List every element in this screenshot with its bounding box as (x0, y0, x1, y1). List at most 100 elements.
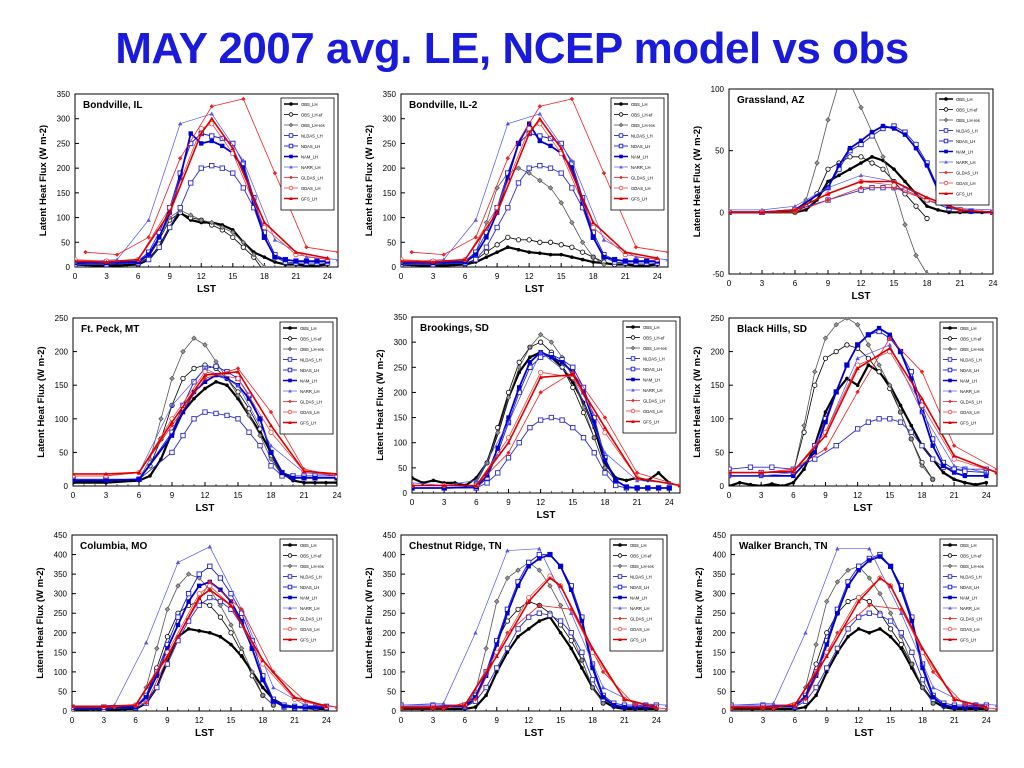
data-point (825, 166, 831, 172)
legend-marker (288, 122, 294, 128)
legend-label: NLDAS_LH (301, 133, 323, 138)
data-point (984, 470, 989, 475)
legend-marker (948, 378, 952, 383)
legend-label: NLDAS_LH (960, 357, 982, 362)
legend-marker (618, 606, 622, 610)
data-point (335, 257, 338, 262)
y-tick-label: 100 (57, 214, 71, 223)
data-point (506, 450, 511, 455)
data-point (877, 554, 883, 559)
x-tick-label: 18 (601, 498, 610, 507)
legend-marker (619, 102, 623, 106)
data-point (177, 205, 183, 211)
x-tick-label: 24 (982, 491, 991, 500)
legend-marker (947, 563, 953, 569)
y-tick-label: 0 (64, 482, 69, 491)
data-point (823, 433, 828, 438)
x-tick-label: 3 (442, 498, 447, 507)
legend-marker (288, 133, 294, 138)
data-point (495, 250, 499, 254)
data-point (812, 382, 818, 388)
data-point (474, 483, 479, 488)
y-tick-label: 250 (711, 314, 725, 323)
data-point (251, 251, 257, 258)
data-point (559, 417, 565, 423)
legend-label: GLDAS_LH (960, 399, 982, 404)
data-point (547, 165, 554, 171)
legend-marker (288, 543, 292, 547)
data-point (235, 369, 241, 374)
data-point (824, 665, 830, 671)
legend-label: NDAS_LH (960, 585, 979, 590)
data-point (803, 697, 808, 702)
data-point (217, 614, 223, 620)
legend-label: GLDAS_LH (631, 175, 653, 180)
data-point (854, 426, 861, 432)
legend-label: NDAS_LH (300, 585, 319, 590)
legend-label: GFS_LH (960, 637, 976, 642)
data-point (515, 180, 522, 186)
series-line-gfs-lh (72, 588, 327, 708)
data-point (268, 423, 274, 428)
data-point (947, 210, 951, 215)
data-point (759, 484, 763, 486)
legend-label: GFS_LH (630, 637, 646, 642)
data-point (72, 704, 75, 709)
x-tick-label: 24 (333, 491, 342, 500)
legend-label: OBS_LH-res (300, 564, 324, 569)
legend-label: NAM_LH (960, 378, 977, 383)
legend-marker (618, 185, 624, 191)
x-tick-label: 12 (854, 716, 863, 725)
legend-label: NDAS_LH (960, 368, 979, 373)
data-point (494, 654, 499, 659)
data-point (506, 245, 510, 250)
y-tick-label: 300 (713, 590, 727, 599)
x-tick-label: 12 (857, 279, 866, 288)
data-point (303, 699, 308, 704)
data-point (207, 579, 212, 585)
data-point (167, 224, 173, 231)
data-point (536, 610, 542, 616)
data-point (602, 450, 608, 455)
data-point (930, 700, 936, 706)
data-point (903, 179, 907, 184)
data-point (822, 355, 829, 361)
data-point (824, 654, 829, 659)
data-point (602, 458, 608, 463)
y-tick-label: 100 (55, 415, 69, 424)
data-point (401, 704, 404, 709)
data-point (559, 146, 564, 151)
x-tick-label: 0 (729, 716, 734, 725)
data-point (164, 634, 170, 640)
data-point (580, 404, 587, 411)
data-point (951, 443, 957, 448)
legend-label: GDAS_LH (631, 186, 651, 191)
data-point (249, 669, 255, 675)
chart-panel: 0 50 100 150 200 250 300 350 400 450 0 3 6 9 12 15 18 21 2… (364, 531, 668, 739)
y-tick-label: 100 (394, 439, 408, 448)
data-point (268, 429, 274, 435)
data-point (880, 154, 886, 160)
data-point (180, 432, 186, 439)
legend-marker (287, 336, 293, 341)
legend-label: OBS_LH-res (960, 347, 984, 352)
data-point (506, 420, 511, 425)
legend: OBS_LH OBS_LH-ef OBS_LH-res NLDAS_LH NDAS_LH… (939, 321, 994, 435)
x-tick-label: 9 (826, 279, 831, 288)
x-tick-label: 12 (197, 272, 206, 281)
data-point (228, 591, 234, 597)
y-tick-label: 50 (717, 687, 726, 696)
data-point (869, 129, 875, 135)
x-tick-label: 15 (557, 272, 566, 281)
data-point (570, 424, 576, 431)
data-point (202, 409, 208, 415)
data-point (548, 252, 553, 257)
legend-marker (631, 377, 635, 382)
y-tick-label: 200 (55, 348, 69, 357)
legend-marker (619, 175, 623, 180)
legend-label: GLDAS_LH (956, 170, 978, 175)
y-axis-label: Latent Heat Flux (W m-2) (694, 567, 705, 678)
legend-marker (947, 574, 953, 579)
data-point (473, 217, 478, 222)
data-point (803, 630, 808, 635)
